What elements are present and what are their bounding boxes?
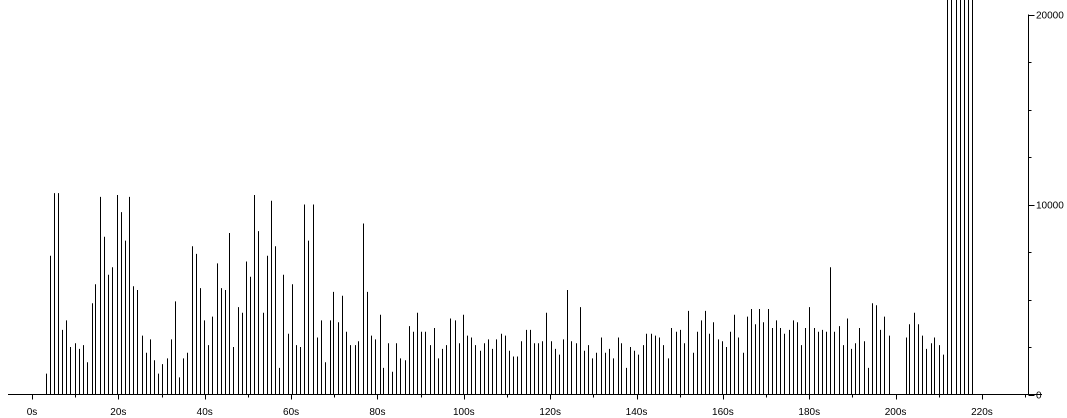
x-axis-ticks: 0s 20s 40s 60s 80s 100s 120s 140s 160s 180s 200s 22…: [27, 394, 1026, 418]
x-tick-label: 200s: [885, 407, 907, 418]
x-tick-label: 140s: [626, 407, 648, 418]
x-tick-label: 0s: [27, 407, 38, 418]
x-tick-label: 180s: [798, 407, 820, 418]
x-tick-label: 80s: [369, 407, 385, 418]
x-tick-label: 120s: [539, 407, 561, 418]
bars-group: [46, 0, 973, 395]
x-tick-label: 60s: [283, 407, 299, 418]
x-tick-label: 20s: [110, 407, 126, 418]
x-tick-label: 160s: [712, 407, 734, 418]
x-tick-label: 100s: [453, 407, 475, 418]
x-tick-label: 40s: [197, 407, 213, 418]
y-tick-label: 10000: [1036, 201, 1064, 212]
x-tick-label: 220s: [971, 407, 993, 418]
y-axis-ticks: 0 10000 20000: [1028, 11, 1064, 402]
y-tick-label: 0: [1036, 391, 1042, 402]
y-tick-label: 20000: [1036, 11, 1064, 22]
